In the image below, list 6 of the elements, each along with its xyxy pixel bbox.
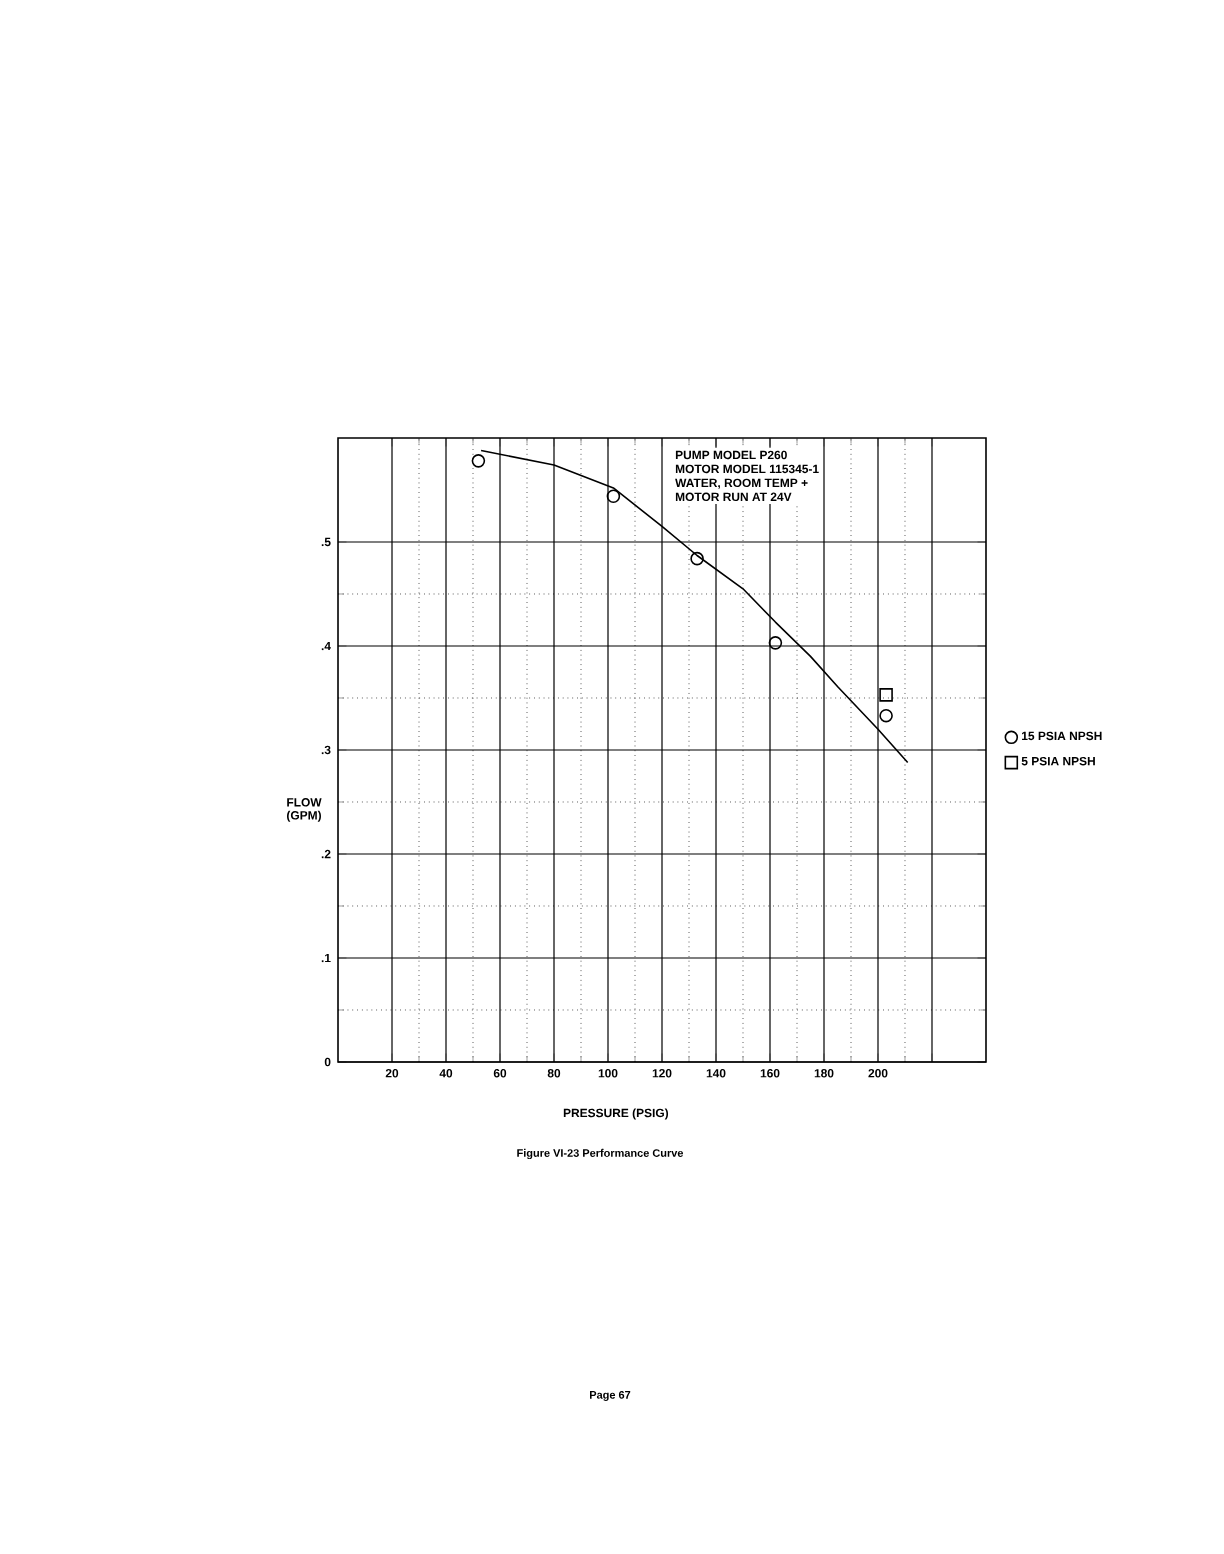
point [768,636,783,650]
point [471,454,486,468]
point [690,551,704,566]
point [606,489,621,504]
point [879,708,893,723]
point [879,688,893,702]
